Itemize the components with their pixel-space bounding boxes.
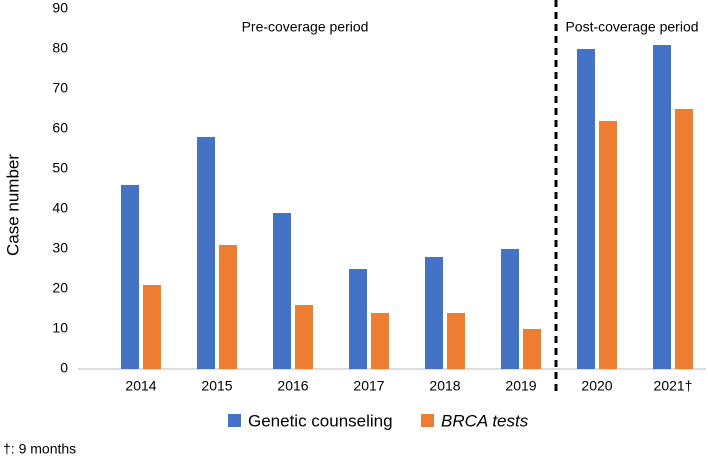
x-tick-label: 2018 — [429, 378, 460, 394]
annotation: Post-coverage period — [565, 19, 698, 35]
bar — [501, 249, 519, 369]
y-tick-label: 20 — [52, 280, 68, 296]
bar — [425, 257, 443, 369]
bar — [371, 313, 389, 369]
bar — [295, 305, 313, 369]
x-tick-label: 2016 — [277, 378, 308, 394]
x-tick-label: 2019 — [505, 378, 536, 394]
bar — [349, 269, 367, 369]
bar — [577, 49, 595, 369]
y-tick-label: 10 — [52, 320, 68, 336]
y-tick-label: 70 — [52, 80, 68, 96]
y-tick-label: 0 — [60, 360, 68, 376]
y-tick-label: 90 — [52, 0, 68, 16]
y-tick-label: 40 — [52, 200, 68, 216]
bar — [143, 285, 161, 369]
legend-label: BRCA tests — [441, 411, 529, 430]
bar — [675, 109, 693, 369]
x-tick-label: 2021† — [654, 378, 693, 394]
x-tick-label: 2014 — [125, 378, 156, 394]
bar — [523, 329, 541, 369]
y-tick-label: 30 — [52, 240, 68, 256]
bar — [121, 185, 139, 369]
annotation: Pre-coverage period — [242, 19, 369, 35]
legend-swatch — [421, 414, 434, 427]
footnote: †: 9 months — [3, 441, 76, 457]
legend-label: Genetic counseling — [248, 411, 393, 430]
bar — [219, 245, 237, 369]
bar — [273, 213, 291, 369]
y-tick-label: 60 — [52, 120, 68, 136]
y-tick-label: 80 — [52, 40, 68, 56]
legend-swatch — [228, 414, 241, 427]
y-tick-label: 50 — [52, 160, 68, 176]
x-tick-label: 2020 — [581, 378, 612, 394]
y-axis-title: Case number — [3, 154, 22, 256]
x-tick-label: 2015 — [201, 378, 232, 394]
bar — [653, 45, 671, 369]
bar — [447, 313, 465, 369]
bar — [197, 137, 215, 369]
x-tick-label: 2017 — [353, 378, 384, 394]
bar — [599, 121, 617, 369]
